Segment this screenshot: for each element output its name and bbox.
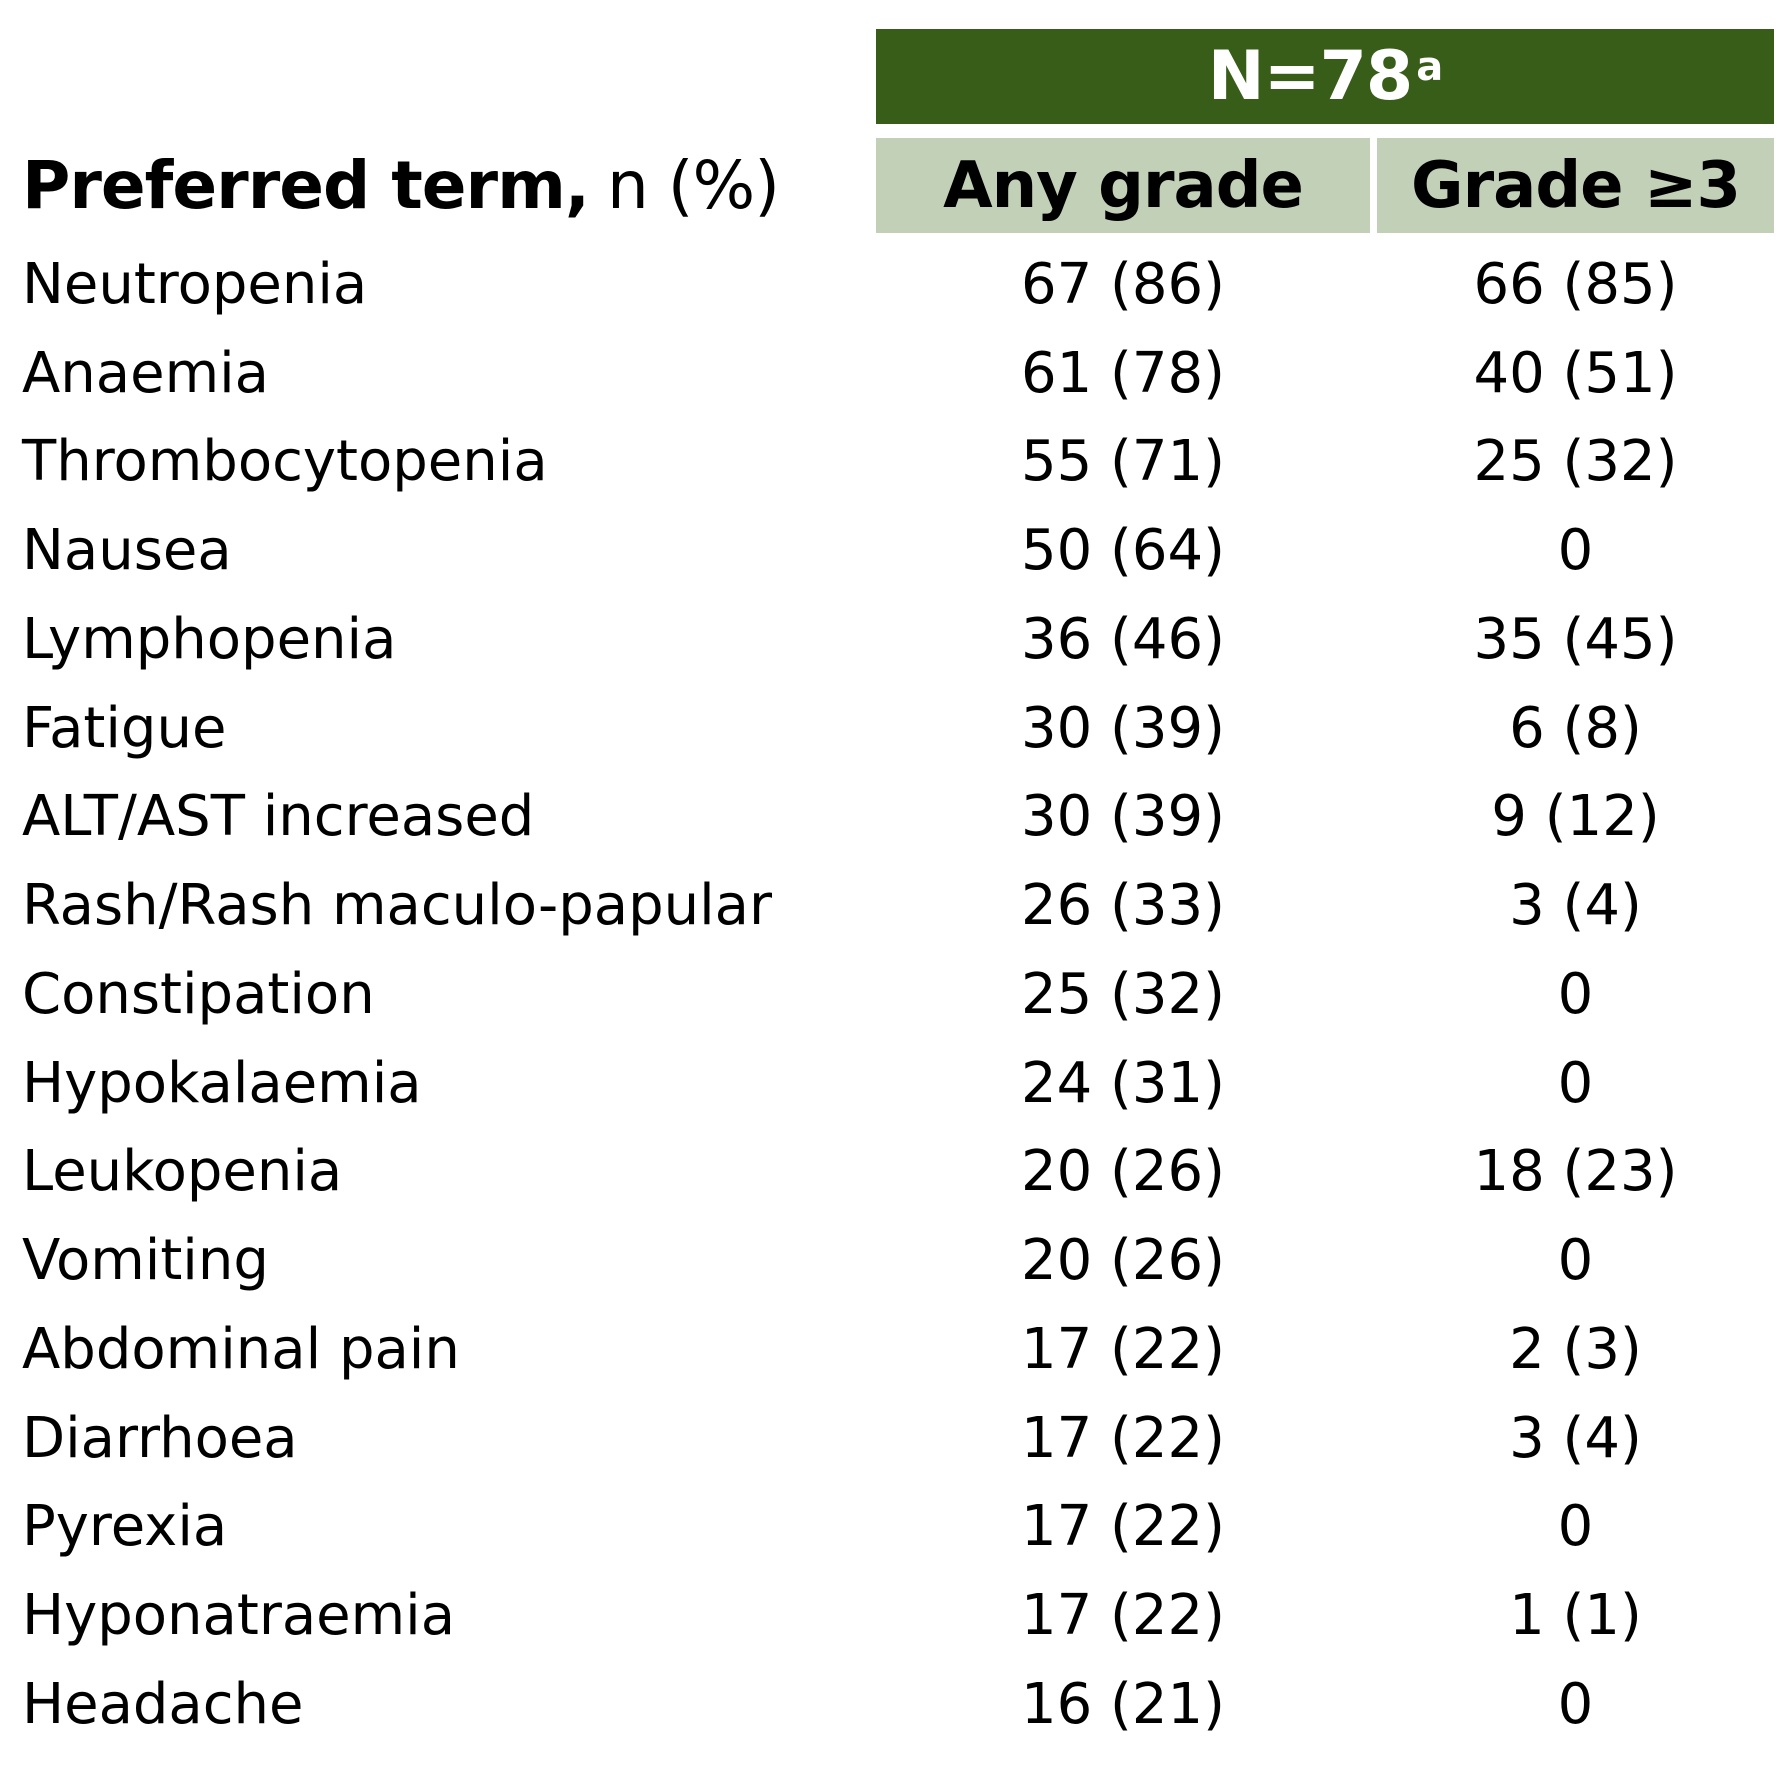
term-cell: Constipation — [22, 961, 375, 1027]
grade3-cell: 0 — [1557, 1671, 1594, 1737]
term-cell: Neutropenia — [22, 251, 368, 317]
any-grade-header: Any grade — [876, 138, 1370, 233]
grade3-cell: 40 (51) — [1473, 340, 1678, 406]
table-row: Nausea 50 (64) 0 — [0, 506, 1786, 595]
table-row: Hypokalaemia 24 (31) 0 — [0, 1039, 1786, 1128]
term-cell: Pyrexia — [22, 1494, 228, 1560]
table-row: Rash/Rash maculo-papular 26 (33) 3 (4) — [0, 861, 1786, 950]
table-row: Fatigue 30 (39) 6 (8) — [0, 684, 1786, 773]
grade3-cell: 0 — [1557, 1228, 1594, 1294]
grade3-cell: 0 — [1557, 961, 1594, 1027]
term-cell: Leukopenia — [22, 1139, 343, 1205]
any-grade-cell: 61 (78) — [1020, 340, 1225, 406]
term-cell: Lymphopenia — [22, 606, 397, 672]
grade3-cell: 2 (3) — [1509, 1316, 1642, 1382]
any-grade-cell: 16 (21) — [1020, 1671, 1225, 1737]
table-row: Hyponatraemia 17 (22) 1 (1) — [0, 1571, 1786, 1660]
any-grade-cell: 67 (86) — [1020, 251, 1225, 317]
any-grade-cell: 30 (39) — [1020, 784, 1225, 850]
any-grade-cell: 50 (64) — [1020, 518, 1225, 584]
table-row: Neutropenia 67 (86) 66 (85) — [0, 240, 1786, 329]
term-cell: Abdominal pain — [22, 1316, 460, 1382]
table-row: Pyrexia 17 (22) 0 — [0, 1483, 1786, 1572]
table-row: Thrombocytopenia 55 (71) 25 (32) — [0, 418, 1786, 507]
grade3-cell: 25 (32) — [1473, 429, 1678, 495]
term-cell: ALT/AST increased — [22, 784, 535, 850]
term-cell: Diarrhoea — [22, 1405, 298, 1471]
term-cell: Thrombocytopenia — [22, 429, 548, 495]
table-row: Diarrhoea 17 (22) 3 (4) — [0, 1394, 1786, 1483]
table-row: ALT/AST increased 30 (39) 9 (12) — [0, 773, 1786, 862]
any-grade-cell: 36 (46) — [1020, 606, 1225, 672]
any-grade-cell: 55 (71) — [1020, 429, 1225, 495]
grade3-cell: 3 (4) — [1509, 1405, 1642, 1471]
grade3-cell: 1 (1) — [1509, 1583, 1642, 1649]
table-row: Anaemia 61 (78) 40 (51) — [0, 329, 1786, 418]
population-header: N=78 a — [876, 29, 1774, 124]
any-grade-cell: 17 (22) — [1020, 1405, 1225, 1471]
any-grade-cell: 26 (33) — [1020, 873, 1225, 939]
preferred-term-header-bold: Preferred term, — [22, 147, 590, 224]
any-grade-cell: 24 (31) — [1020, 1050, 1225, 1116]
table-row: Leukopenia 20 (26) 18 (23) — [0, 1128, 1786, 1217]
table-row: Constipation 25 (32) 0 — [0, 950, 1786, 1039]
term-cell: Hypokalaemia — [22, 1050, 422, 1116]
any-grade-cell: 30 (39) — [1020, 695, 1225, 761]
term-cell: Anaemia — [22, 340, 269, 406]
grade3-cell: 66 (85) — [1473, 251, 1678, 317]
grade3-cell: 3 (4) — [1509, 873, 1642, 939]
grade3-cell: 0 — [1557, 518, 1594, 584]
table-row: Headache 16 (21) 0 — [0, 1660, 1786, 1749]
population-footnote-marker: a — [1416, 43, 1443, 90]
term-cell: Headache — [22, 1671, 304, 1737]
grade3-cell: 0 — [1557, 1494, 1594, 1560]
term-cell: Nausea — [22, 518, 232, 584]
term-cell: Hyponatraemia — [22, 1583, 456, 1649]
grade3-cell: 9 (12) — [1491, 784, 1660, 850]
any-grade-cell: 17 (22) — [1020, 1494, 1225, 1560]
grade3-cell: 6 (8) — [1509, 695, 1642, 761]
population-label: N=78 — [1207, 37, 1414, 116]
any-grade-cell: 20 (26) — [1020, 1228, 1225, 1294]
table-row: Abdominal pain 17 (22) 2 (3) — [0, 1305, 1786, 1394]
term-cell: Rash/Rash maculo-papular — [22, 873, 773, 939]
any-grade-cell: 25 (32) — [1020, 961, 1225, 1027]
grade3-header: Grade ≥3 — [1377, 138, 1774, 233]
preferred-term-header: Preferred term, n (%) — [22, 138, 780, 233]
preferred-term-header-unit: n (%) — [606, 147, 780, 224]
any-grade-cell: 17 (22) — [1020, 1583, 1225, 1649]
term-cell: Fatigue — [22, 695, 227, 761]
grade3-cell: 0 — [1557, 1050, 1594, 1116]
grade3-cell: 18 (23) — [1473, 1139, 1678, 1205]
table-row: Vomiting 20 (26) 0 — [0, 1216, 1786, 1305]
adverse-events-table-body: Neutropenia 67 (86) 66 (85) Anaemia 61 (78) 4… — [0, 240, 1786, 1749]
any-grade-cell: 17 (22) — [1020, 1316, 1225, 1382]
any-grade-cell: 20 (26) — [1020, 1139, 1225, 1205]
table-row: Lymphopenia 36 (46) 35 (45) — [0, 595, 1786, 684]
term-cell: Vomiting — [22, 1228, 269, 1294]
grade3-cell: 35 (45) — [1473, 606, 1678, 672]
